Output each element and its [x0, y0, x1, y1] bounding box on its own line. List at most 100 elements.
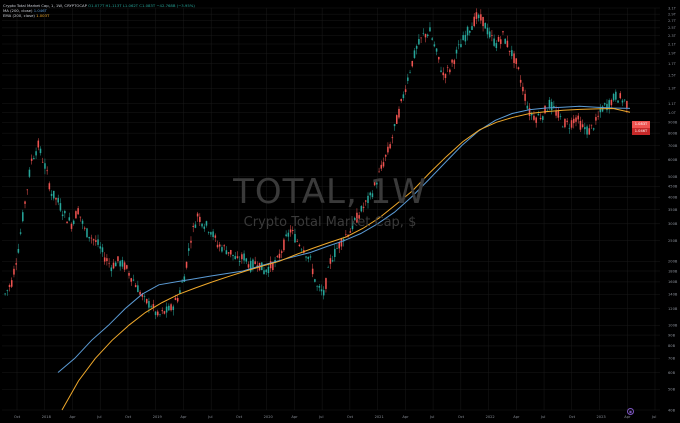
candle-body	[256, 265, 259, 267]
candle-body	[4, 293, 6, 295]
candle-body	[207, 232, 210, 233]
candle-body	[185, 261, 188, 268]
candle-body	[588, 128, 591, 135]
y-tick-label: 160B	[668, 280, 678, 284]
candle-body	[22, 212, 24, 222]
candle-body	[548, 99, 551, 108]
candle-body	[55, 197, 57, 200]
legend-ema-row[interactable]: EMA (200, close) 1.003T	[3, 13, 195, 18]
candle-body	[234, 256, 237, 260]
timezone-settings-icon[interactable]: ◉	[627, 408, 634, 415]
x-tick-label: Jul	[651, 415, 656, 419]
x-tick-label: 2022	[486, 415, 495, 419]
candle-body	[168, 305, 170, 311]
candle-body	[44, 163, 46, 169]
candle-body	[431, 38, 433, 40]
candle-body	[165, 306, 168, 313]
candle-body	[524, 93, 526, 101]
candle-body	[621, 100, 624, 103]
candle-body	[506, 40, 509, 48]
candle-body	[475, 12, 478, 19]
candle-body	[50, 193, 53, 196]
candle-body	[117, 256, 119, 262]
candle-body	[316, 286, 318, 287]
candle-body	[424, 34, 427, 38]
candle-body	[101, 247, 104, 253]
legend-ema-label: EMA (200, close)	[3, 13, 35, 18]
candle-body	[157, 311, 159, 316]
x-tick-label: Oct	[569, 415, 576, 419]
candle-body	[334, 248, 336, 257]
candle-body	[493, 38, 495, 46]
candle-body	[411, 60, 414, 67]
candle-body	[402, 94, 405, 99]
candle-body	[121, 260, 124, 267]
y-tick-label: 180B	[668, 269, 678, 273]
candle-body	[597, 115, 599, 117]
candle-body	[480, 14, 482, 21]
candle-body	[526, 105, 529, 109]
candle-body	[41, 161, 44, 163]
x-tick-label: 2021	[375, 415, 384, 419]
y-tick-label: 40B	[668, 408, 676, 412]
y-tick-label: 450B	[668, 185, 678, 189]
candle-body	[349, 231, 352, 233]
candle-body	[309, 256, 312, 258]
candle-body	[196, 213, 199, 217]
candle-body	[590, 124, 593, 126]
candle-body	[205, 221, 208, 226]
x-tick-label: 2018	[42, 415, 52, 419]
candle-body	[26, 189, 29, 191]
y-tick-label: 350B	[668, 208, 678, 212]
candle-body	[278, 253, 281, 258]
y-tick-label: 600B	[668, 158, 678, 162]
x-tick-label: Jul	[207, 415, 212, 419]
candle-body	[340, 238, 343, 247]
candle-body	[183, 276, 186, 283]
x-tick-label: Oct	[14, 415, 21, 419]
candle-body	[446, 67, 449, 68]
candle-body	[141, 294, 144, 297]
candle-body	[139, 291, 141, 295]
candle-body	[535, 117, 537, 123]
y-tick-label: 60B	[668, 371, 676, 375]
x-tick-label: Oct	[125, 415, 132, 419]
candle-body	[172, 306, 175, 310]
candle-body	[557, 110, 560, 118]
candle-body	[586, 126, 588, 135]
candle-body	[86, 228, 88, 238]
candle-body	[544, 105, 546, 114]
candle-body	[10, 280, 13, 287]
candle-body	[187, 248, 190, 251]
candle-body	[119, 261, 121, 267]
candle-body	[336, 247, 338, 249]
candle-body	[511, 50, 513, 57]
candle-body	[603, 103, 606, 105]
candle-body	[289, 229, 292, 233]
candle-body	[393, 124, 396, 127]
candle-body	[123, 262, 126, 270]
candle-body	[351, 221, 354, 230]
candle-body	[426, 34, 429, 37]
candle-body	[148, 301, 150, 308]
candle-body	[482, 16, 484, 27]
candle-body	[553, 106, 555, 108]
y-tick-label: 400B	[668, 196, 678, 200]
legend-ma-row[interactable]: MA (200, close) 1.046T	[3, 8, 195, 13]
last-price-tag: 1.083T	[632, 121, 650, 128]
candle-body	[97, 239, 99, 245]
candle-body	[170, 304, 172, 311]
candle-body	[143, 296, 146, 297]
candle-body	[90, 237, 93, 239]
candle-body	[360, 206, 363, 212]
candle-body	[575, 117, 577, 122]
candle-body	[382, 162, 385, 167]
candle-body	[176, 298, 179, 302]
candle-body	[283, 239, 285, 251]
candle-body	[163, 311, 166, 314]
candle-body	[6, 290, 9, 291]
candle-body	[152, 304, 155, 308]
candle-body	[404, 89, 407, 93]
